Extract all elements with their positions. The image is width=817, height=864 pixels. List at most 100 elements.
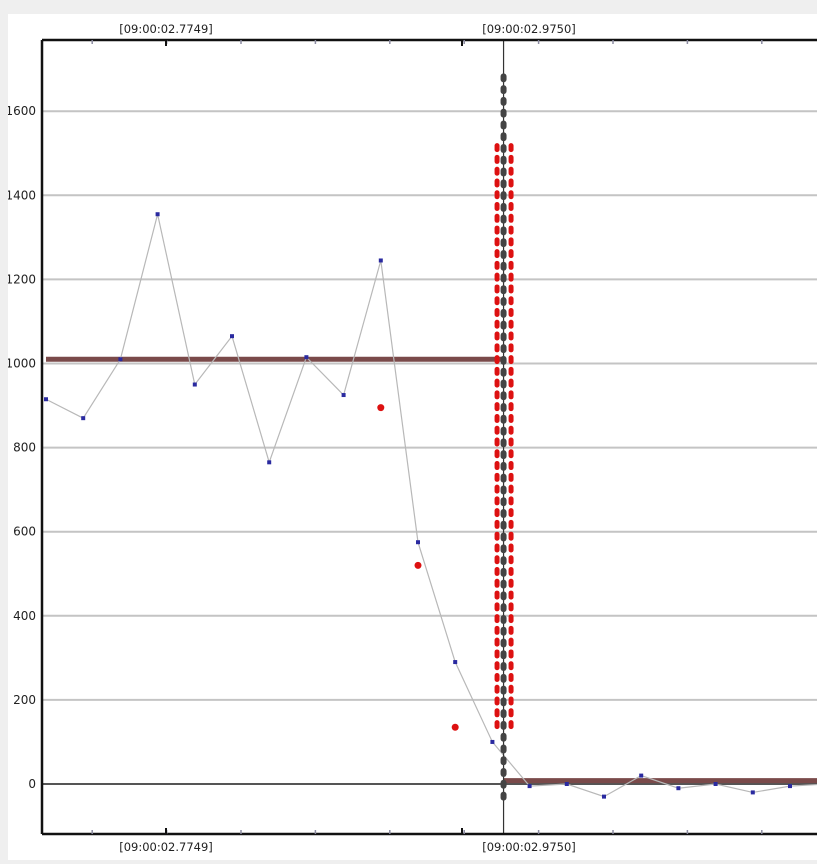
red-dash xyxy=(494,378,500,388)
red-dash xyxy=(508,307,514,317)
red-dash xyxy=(494,508,500,518)
series-point xyxy=(602,794,606,799)
dark-dash xyxy=(500,249,507,259)
red-dash xyxy=(508,449,514,459)
dark-dash xyxy=(500,697,507,707)
dark-dash xyxy=(500,308,507,318)
series-point xyxy=(639,773,644,778)
red-dash xyxy=(494,484,500,494)
dark-dash xyxy=(500,756,507,766)
dark-dash xyxy=(500,450,507,460)
series-point xyxy=(304,355,309,360)
dark-dash xyxy=(500,556,507,566)
gridlines xyxy=(42,110,817,785)
red-dash xyxy=(508,461,514,471)
red-dash xyxy=(508,614,514,624)
red-dash xyxy=(508,402,514,412)
dark-dash xyxy=(500,414,507,424)
red-dash xyxy=(494,402,500,412)
series-point xyxy=(676,786,681,791)
red-dash xyxy=(494,543,500,553)
y-tick-label: 1600 xyxy=(8,104,36,118)
red-dash xyxy=(508,496,514,506)
red-dash xyxy=(494,672,500,682)
dark-dash xyxy=(500,791,507,801)
red-dash xyxy=(508,154,514,164)
dark-dash xyxy=(500,662,507,672)
bottom-time-label: [09:00:02.9750] xyxy=(482,840,576,854)
dark-dash xyxy=(500,320,507,330)
series-point xyxy=(81,416,86,421)
red-dash xyxy=(494,390,500,400)
red-dash xyxy=(494,567,500,577)
red-dash xyxy=(494,472,500,482)
red-dash xyxy=(494,449,500,459)
dark-dash xyxy=(500,96,507,106)
dark-dash xyxy=(500,297,507,307)
red-dash xyxy=(494,225,500,235)
red-dash xyxy=(494,413,500,423)
series-point xyxy=(416,540,420,545)
red-dash xyxy=(508,249,514,259)
chart-svg: 0 200 400 600 800 1000 1200 1400 1600 [09:00:02.7… xyxy=(8,22,817,854)
series-point xyxy=(490,739,495,744)
red-dash xyxy=(508,508,514,518)
red-dash xyxy=(508,649,514,659)
dark-dash xyxy=(500,732,507,742)
dark-dash xyxy=(500,473,507,483)
series-point xyxy=(44,397,48,402)
red-dash xyxy=(494,249,500,259)
red-dash xyxy=(494,461,500,471)
series-point xyxy=(118,357,123,362)
dark-dash xyxy=(500,403,507,413)
red-dash xyxy=(508,225,514,235)
red-dash xyxy=(494,602,500,612)
red-dash xyxy=(508,472,514,482)
red-dash xyxy=(494,284,500,294)
dark-dash xyxy=(500,579,507,589)
red-dash xyxy=(508,272,514,282)
series-point xyxy=(750,790,755,795)
series-point xyxy=(788,784,792,789)
series-point xyxy=(564,782,569,786)
red-dash xyxy=(494,519,500,529)
red-dash xyxy=(494,684,500,694)
dark-dash xyxy=(500,261,507,271)
red-dash xyxy=(508,543,514,553)
red-dash xyxy=(494,661,500,671)
dark-dash xyxy=(500,650,507,660)
dark-dash xyxy=(500,626,507,636)
dark-dash xyxy=(500,344,507,354)
red-dash xyxy=(508,519,514,529)
red-dash xyxy=(508,672,514,682)
dark-dash xyxy=(500,591,507,601)
red-dash xyxy=(494,190,500,200)
red-dash xyxy=(494,331,500,341)
red-dash xyxy=(494,531,500,541)
red-dash xyxy=(508,143,514,153)
red-dash xyxy=(508,661,514,671)
red-dash xyxy=(508,567,514,577)
red-dash xyxy=(494,614,500,624)
dark-dash xyxy=(500,332,507,342)
red-dash xyxy=(508,684,514,694)
dark-dash xyxy=(500,73,507,83)
reference-lines xyxy=(46,356,817,784)
red-dash xyxy=(508,637,514,647)
dark-dash xyxy=(500,779,507,789)
dark-dash xyxy=(500,85,507,95)
vertical-event-bar xyxy=(494,40,514,834)
red-point xyxy=(451,723,459,731)
dark-dash xyxy=(500,143,507,153)
red-dash xyxy=(508,696,514,706)
red-dash xyxy=(508,602,514,612)
red-dash xyxy=(508,319,514,329)
dark-dash xyxy=(500,120,507,130)
y-tick-label: 800 xyxy=(13,441,36,455)
red-dash xyxy=(508,413,514,423)
red-dash xyxy=(508,331,514,341)
tick-labels: 0 200 400 600 800 1000 1200 1400 1600 [09:00:02.7… xyxy=(8,22,576,854)
red-dash xyxy=(508,284,514,294)
red-dash xyxy=(494,708,500,718)
red-dash xyxy=(508,166,514,176)
